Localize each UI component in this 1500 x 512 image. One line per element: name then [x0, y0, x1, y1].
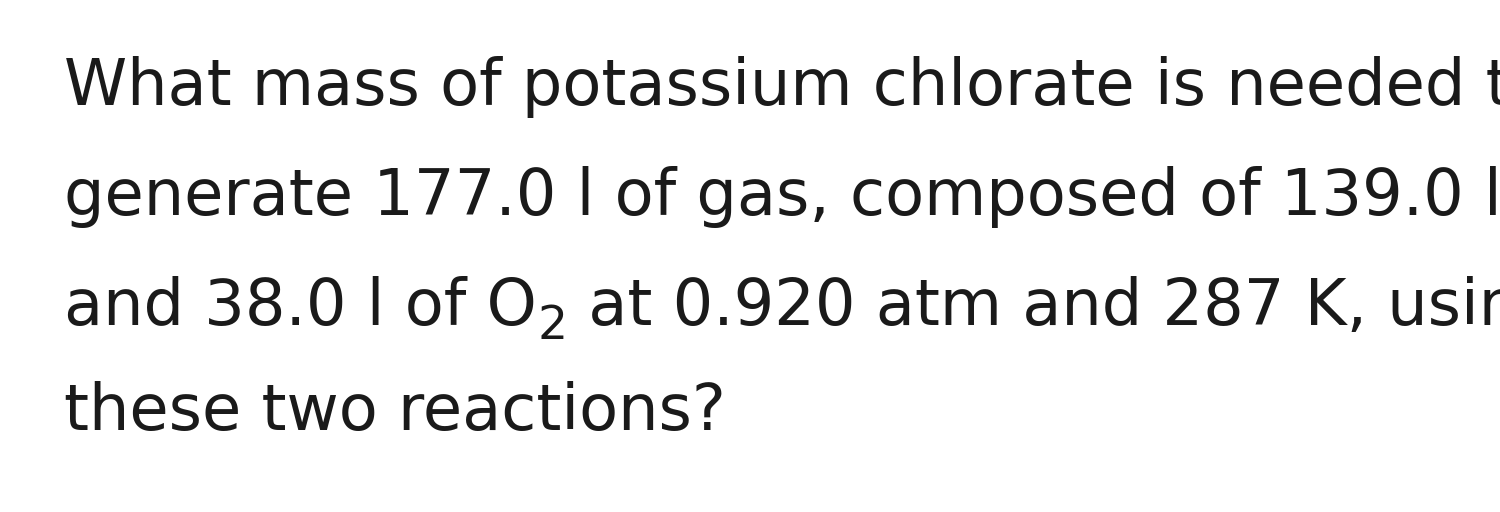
Text: generate 177.0 l of gas, composed of 139.0 l of N: generate 177.0 l of gas, composed of 139…	[64, 166, 1500, 228]
Text: these two reactions?: these two reactions?	[64, 381, 726, 443]
Text: and 38.0 l of O: and 38.0 l of O	[64, 276, 537, 338]
Text: What mass of potassium chlorate is needed to: What mass of potassium chlorate is neede…	[64, 56, 1500, 118]
Text: 2: 2	[537, 304, 567, 349]
Text: at 0.920 atm and 287 K, using: at 0.920 atm and 287 K, using	[567, 276, 1500, 338]
